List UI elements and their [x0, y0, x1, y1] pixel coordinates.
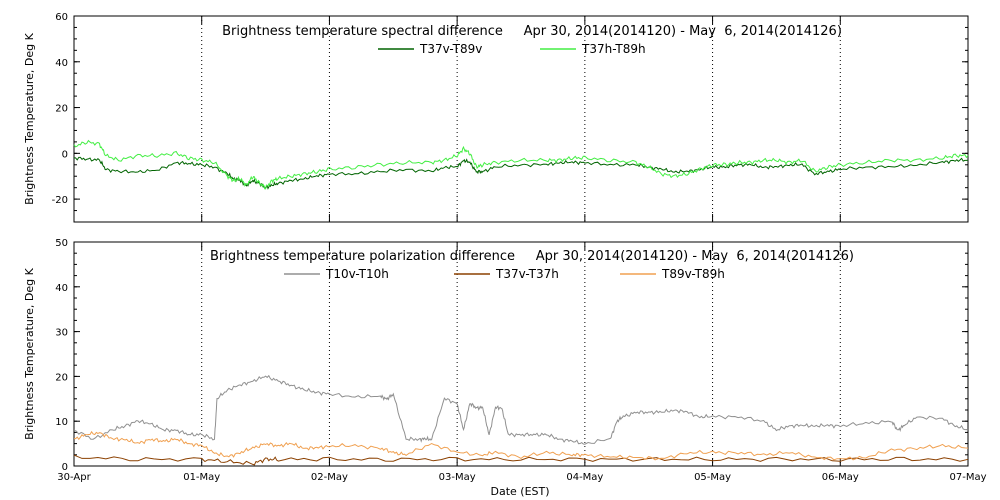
y-tick-label: 40 [55, 58, 68, 69]
y-tick-label: 10 [55, 417, 68, 428]
y-tick-label: 20 [55, 372, 68, 383]
y-axis-label: Brightness Temperature, Deg K [23, 32, 36, 204]
y-tick-label: 0 [62, 462, 68, 473]
series-line [74, 430, 969, 461]
chart-title: Brightness temperature polarization diff… [210, 249, 854, 264]
series-line [73, 139, 969, 190]
y-tick-label: 20 [55, 104, 68, 115]
series-line [73, 374, 969, 445]
x-tick-label: 03-May [439, 472, 476, 483]
legend-label: T37v-T89v [419, 42, 482, 56]
x-tick-label: 07-May [949, 472, 986, 483]
polarization-difference-panel: 0 10 20 30 40 50 30-Apr 01-May 02-May 03-May 04-Ma… [23, 238, 987, 498]
grid-lines [201, 242, 841, 466]
y-tick-label: -20 [52, 195, 68, 206]
axis-ticks: -20 0 20 40 60 [52, 12, 969, 223]
x-tick-label: 02-May [311, 472, 348, 483]
y-tick-label: 50 [55, 238, 68, 249]
legend-label: T89v-T89h [661, 267, 725, 281]
series-lines [73, 139, 969, 190]
x-tick-label: 04-May [566, 472, 603, 483]
x-tick-label: 30-Apr [57, 472, 91, 483]
legend: T10v-T10h T37v-T37h T89v-T89h [284, 267, 725, 281]
y-tick-label: 60 [55, 12, 68, 23]
spectral-difference-panel: -20 0 20 40 60 Brightness temperature spectr… [23, 12, 969, 223]
legend-label: T37v-T37h [495, 267, 559, 281]
series-line [73, 454, 969, 466]
chart-title: Brightness temperature spectral differen… [222, 24, 842, 39]
legend-label: T37h-T89h [581, 42, 646, 56]
y-tick-label: 0 [62, 149, 68, 160]
x-tick-label: 05-May [694, 472, 731, 483]
x-tick-label: 01-May [183, 472, 220, 483]
legend: T37v-T89v T37h-T89h [378, 42, 646, 56]
y-tick-label: 40 [55, 283, 68, 294]
y-tick-label: 30 [55, 328, 68, 339]
x-axis-label: Date (EST) [490, 485, 549, 498]
y-axis-label: Brightness Temperature, Deg K [23, 267, 36, 439]
plot-frame [73, 15, 969, 223]
legend-label: T10v-T10h [325, 267, 389, 281]
axis-ticks: 0 10 20 30 40 50 30-Apr 01-May 02-May 03-May 04-Ma… [55, 238, 986, 483]
series-lines [73, 374, 969, 466]
x-tick-label: 06-May [822, 472, 859, 483]
grid-lines [201, 16, 841, 222]
